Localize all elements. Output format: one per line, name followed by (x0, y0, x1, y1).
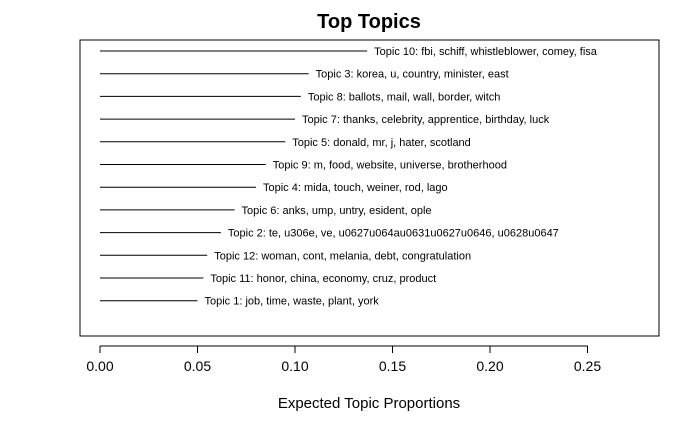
bar-label: Topic 4: mida, touch, weiner, rod, lago (263, 182, 448, 194)
bar-label: Topic 12: woman, cont, melania, debt, co… (214, 250, 471, 262)
x-tick-label: 0.20 (476, 358, 503, 374)
bar-label: Topic 10: fbi, schiff, whistleblower, co… (374, 46, 598, 58)
plot-frame (79, 39, 660, 337)
bar-label: Topic 3: korea, u, country, minister, ea… (316, 69, 509, 81)
x-axis-label: Expected Topic Proportions (278, 395, 460, 412)
bars-group: Topic 10: fbi, schiff, whistleblower, co… (100, 46, 598, 308)
x-tick-label: 0.05 (184, 358, 211, 374)
bar-label: Topic 11: honor, china, economy, cruz, p… (210, 273, 436, 285)
bar-label: Topic 9: m, food, website, universe, bro… (273, 160, 507, 172)
bar-label: Topic 1: job, time, waste, plant, york (205, 296, 380, 308)
x-tick-label: 0.25 (574, 358, 601, 374)
bar-label: Topic 2: te, u306e, ve, u0627u064au0631u… (228, 228, 559, 240)
bar-label: Topic 6: anks, ump, untry, esident, ople (242, 205, 432, 217)
x-axis-ticks: 0.00 0.05 0.10 0.15 0.20 0.25 (86, 346, 601, 374)
x-tick-label: 0.00 (86, 358, 113, 374)
x-tick-label: 0.10 (281, 358, 308, 374)
bar-label: Topic 7: thanks, celebrity, apprentice, … (302, 114, 550, 126)
bar-label: Topic 8: ballots, mail, wall, border, wi… (308, 91, 501, 103)
bar-label: Topic 5: donald, mr, j, hater, scotland (292, 137, 471, 149)
x-tick-label: 0.15 (379, 358, 406, 374)
chart-title: Top Topics (317, 11, 421, 33)
